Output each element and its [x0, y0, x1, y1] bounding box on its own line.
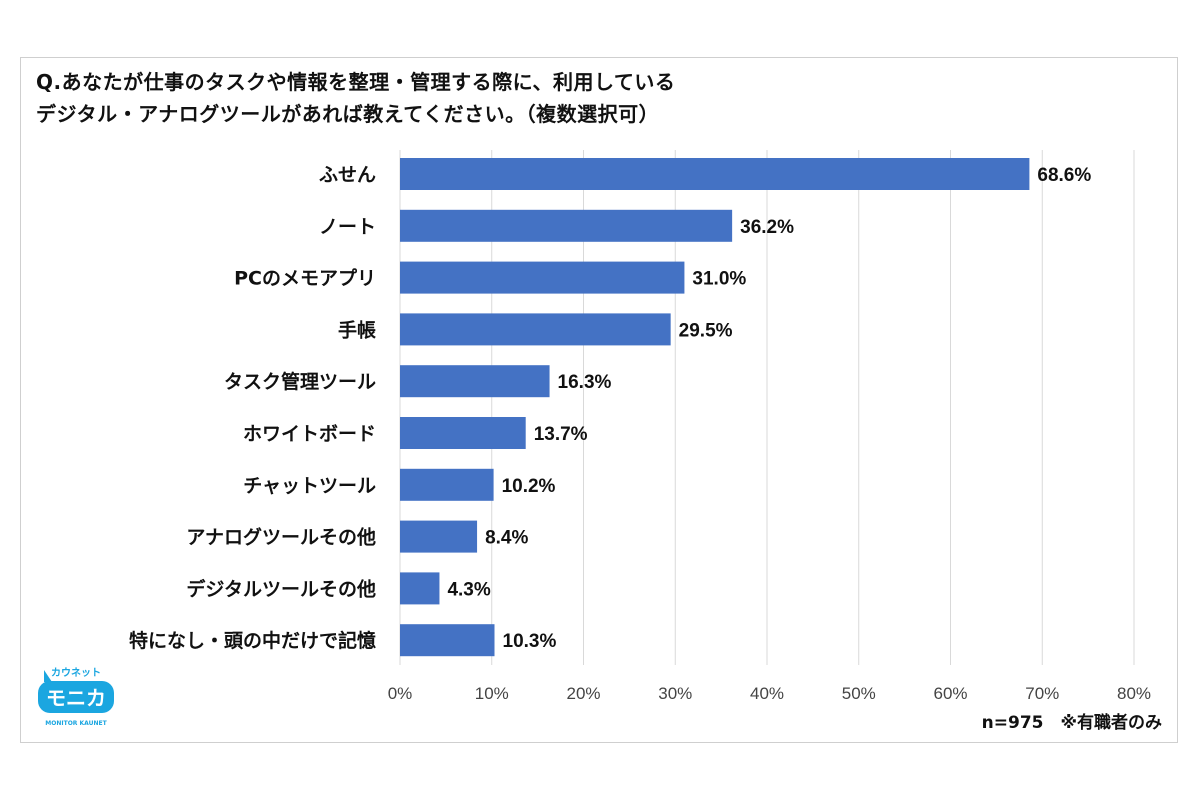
svg-text:MONITOR KAUNET: MONITOR KAUNET — [45, 720, 107, 727]
bar — [400, 417, 526, 449]
bar — [400, 624, 495, 657]
chart-title: Q.あなたが仕事のタスクや情報を整理・管理する際に、利用している デジタル・アナ… — [36, 66, 675, 130]
category-label: ホワイトボード — [243, 423, 376, 445]
category-label: 特になし・頭の中だけで記憶 — [129, 629, 376, 652]
bar — [400, 209, 733, 242]
category-label: チャットツール — [243, 475, 376, 497]
bar — [400, 261, 685, 294]
category-label: 手帳 — [338, 318, 376, 341]
sample-note: n=975 ※有職者のみ — [981, 713, 1162, 733]
data-label: 10.2% — [502, 476, 556, 497]
monica-logo: カウネット モニカ MONITOR KAUNET — [38, 667, 114, 727]
bar — [400, 572, 440, 605]
data-label: 36.2% — [740, 217, 794, 238]
data-label: 8.4% — [485, 528, 528, 549]
x-tick-label: 20% — [566, 684, 600, 703]
bar — [400, 365, 550, 398]
category-label: ふせん — [319, 164, 376, 186]
data-label: 4.3% — [447, 579, 490, 600]
title-line-2: デジタル・アナログツールがあれば教えてください。（複数選択可） — [36, 102, 660, 126]
title-line-1: Q.あなたが仕事のタスクや情報を整理・管理する際に、利用している — [36, 70, 676, 94]
data-label: 13.7% — [534, 424, 588, 445]
x-tick-label: 70% — [1025, 684, 1059, 703]
x-tick-label: 60% — [933, 684, 967, 703]
bar — [400, 158, 1030, 190]
x-tick-label: 50% — [842, 684, 876, 703]
category-label: PCのメモアプリ — [234, 267, 376, 290]
x-tick-label: 0% — [388, 684, 413, 703]
x-tick-label: 30% — [658, 684, 692, 703]
bar — [400, 313, 671, 346]
bar — [400, 520, 478, 553]
data-label: 31.0% — [692, 269, 746, 290]
data-label: 10.3% — [503, 631, 557, 652]
svg-text:カウネット: カウネット — [51, 667, 101, 679]
x-tick-label: 80% — [1117, 684, 1151, 703]
category-label: タスク管理ツール — [224, 370, 376, 393]
x-tick-label: 10% — [475, 684, 509, 703]
category-label: ノート — [319, 216, 376, 238]
category-label: アナログツールその他 — [186, 526, 376, 549]
bar — [400, 468, 494, 501]
svg-text:モニカ: モニカ — [46, 686, 106, 710]
category-label: デジタルツールその他 — [186, 577, 376, 600]
x-tick-label: 40% — [750, 684, 784, 703]
data-label: 16.3% — [558, 372, 612, 393]
data-label: 68.6% — [1037, 165, 1091, 186]
data-label: 29.5% — [679, 320, 733, 341]
